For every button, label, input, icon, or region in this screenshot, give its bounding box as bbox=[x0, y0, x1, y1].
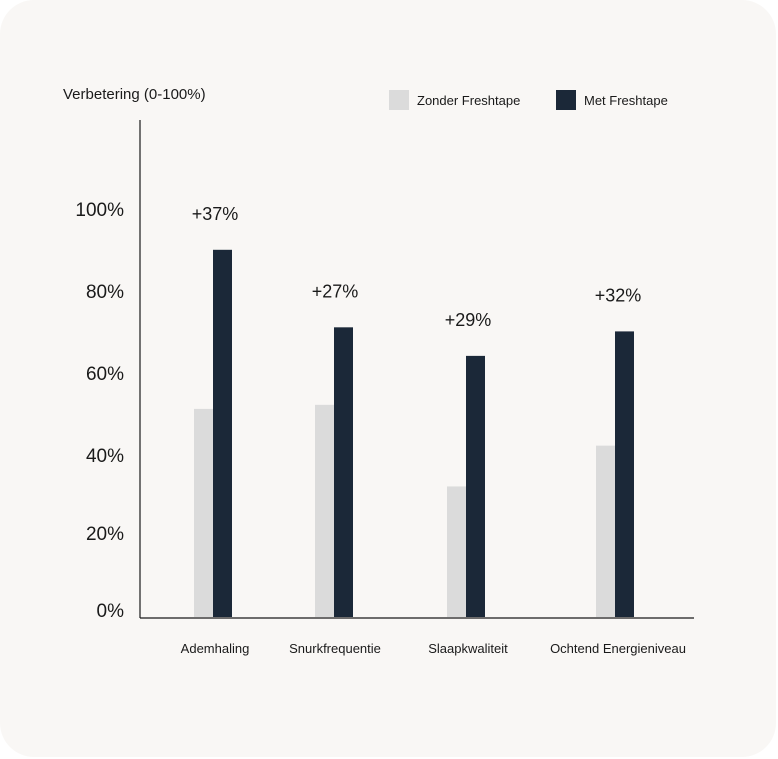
x-category-label: Slaapkwaliteit bbox=[428, 641, 508, 656]
x-category-label: Ademhaling bbox=[181, 641, 250, 656]
y-tick-label: 0% bbox=[97, 601, 125, 622]
bar-annotation: +27% bbox=[312, 281, 359, 301]
bar-annotation: +37% bbox=[192, 204, 239, 224]
bar-met bbox=[213, 249, 232, 618]
x-category-label: Snurkfrequentie bbox=[289, 641, 381, 656]
y-tick-label: 60% bbox=[86, 364, 124, 385]
legend-item-met: Met Freshtape bbox=[556, 90, 668, 110]
y-tick-label: 40% bbox=[86, 446, 124, 467]
legend-label-met: Met Freshtape bbox=[584, 92, 668, 108]
y-axis-title: Verbetering (0-100%) bbox=[63, 86, 206, 103]
y-tick-label: 80% bbox=[86, 282, 124, 303]
bar-zonder bbox=[315, 404, 334, 617]
bar-zonder bbox=[447, 486, 466, 617]
bar-met bbox=[334, 327, 353, 617]
bar-zonder bbox=[596, 445, 615, 617]
y-tick-label: 20% bbox=[86, 524, 124, 545]
legend-swatch-zonder bbox=[389, 90, 409, 110]
x-category-label: Ochtend Energieniveau bbox=[550, 641, 686, 656]
bar-annotation: +32% bbox=[595, 285, 642, 305]
legend-swatch-met bbox=[556, 90, 576, 110]
legend-label-zonder: Zonder Freshtape bbox=[417, 92, 521, 108]
bar-met bbox=[615, 331, 634, 617]
y-tick-label: 100% bbox=[75, 200, 124, 221]
bar-annotation: +29% bbox=[445, 310, 492, 330]
bar-met bbox=[466, 355, 485, 617]
bar-zonder bbox=[194, 408, 213, 617]
legend-item-zonder: Zonder Freshtape bbox=[389, 90, 520, 110]
